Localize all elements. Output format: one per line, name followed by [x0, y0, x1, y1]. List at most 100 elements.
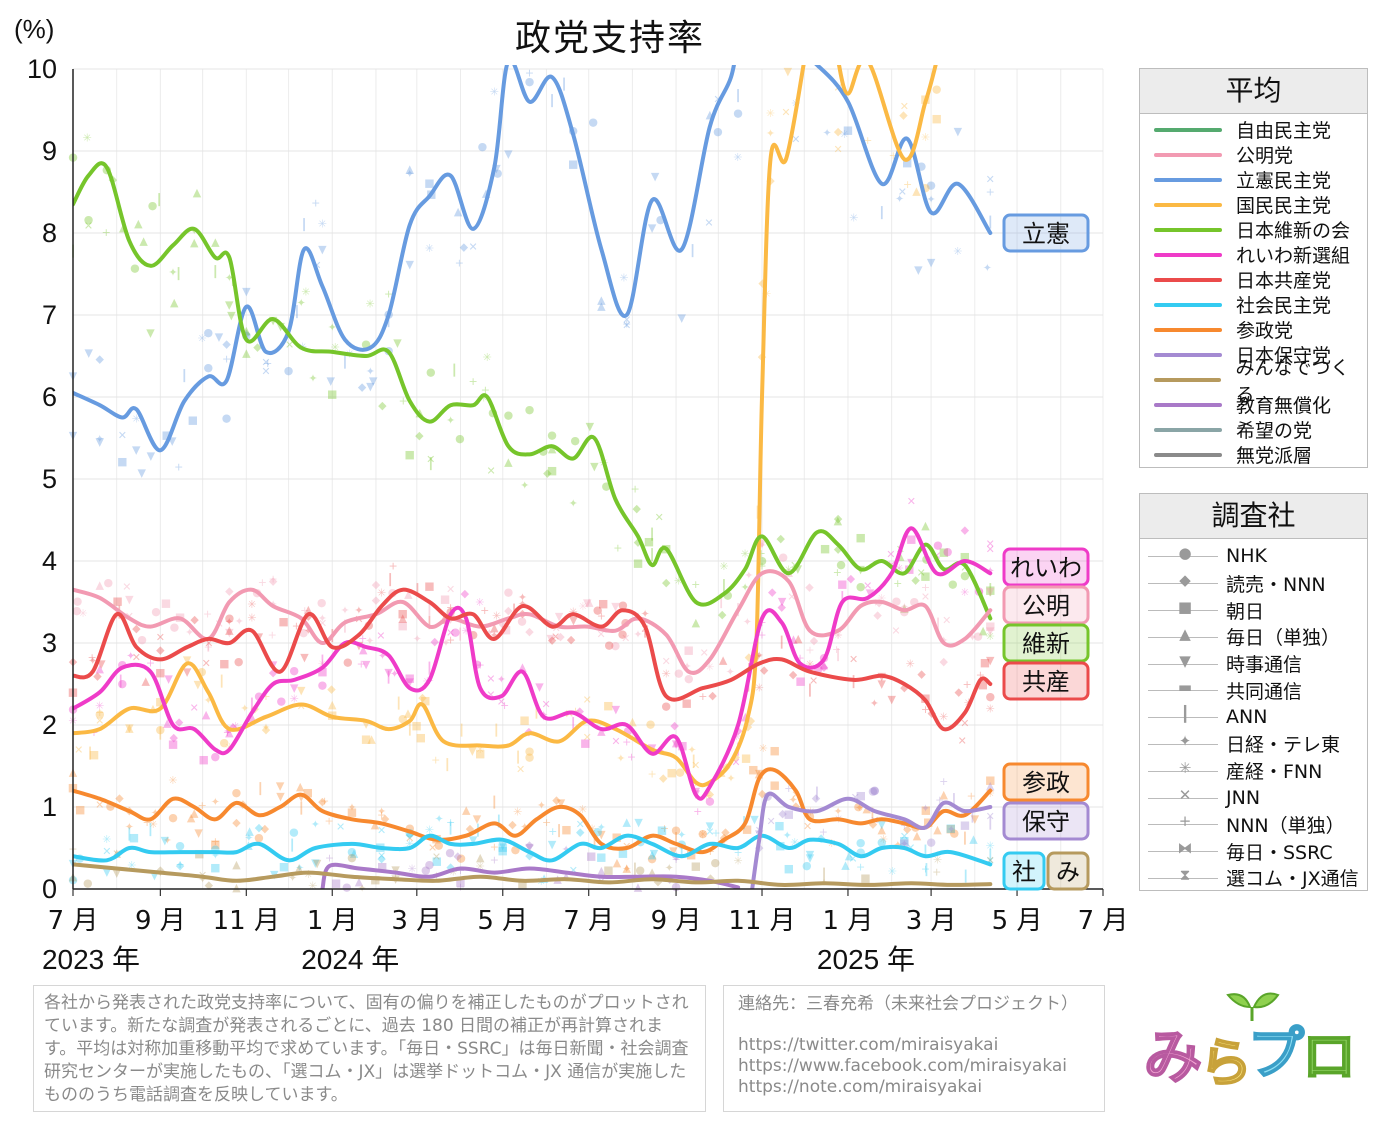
- poll-point: ●: [805, 810, 815, 823]
- poll-point: ┃: [319, 654, 326, 668]
- poll-point: ▲: [406, 162, 415, 175]
- poll-point: ✕: [432, 850, 441, 863]
- poll-point: ✕: [261, 365, 270, 378]
- poll-point: ┃: [457, 627, 464, 641]
- poll-point: +: [143, 816, 152, 829]
- poll-point: ┃: [444, 757, 451, 771]
- poll-point: ✳: [740, 547, 749, 560]
- legend-item-muto: 無党派層: [1140, 442, 1367, 467]
- poll-point: +: [481, 384, 490, 397]
- poll-point: ▼: [583, 596, 592, 609]
- poll-point: ┃: [570, 716, 577, 730]
- pollster-label: 日経・テレ東: [1226, 734, 1341, 757]
- poll-point: ✕: [377, 824, 386, 837]
- poll-point: +: [757, 629, 766, 642]
- poll-point: ✦: [633, 628, 642, 641]
- poll-point: ■: [899, 834, 909, 847]
- poll-point: ┃: [205, 638, 212, 652]
- poll-point: ┃: [426, 661, 433, 675]
- legend-swatch: [1154, 452, 1222, 457]
- poll-point: ■: [856, 789, 866, 802]
- pollster-item: ● NHK: [1140, 543, 1367, 570]
- poll-point: ●: [870, 784, 880, 797]
- poll-point: ▼: [96, 436, 105, 449]
- poll-point: ▼: [492, 162, 501, 175]
- poll-point: ▼: [706, 820, 715, 833]
- poll-point: ✕: [132, 651, 141, 664]
- poll-point: ◆: [708, 689, 717, 702]
- poll-point: ✳: [719, 560, 728, 573]
- poll-point: ▼: [132, 444, 141, 457]
- poll-point: ■: [980, 656, 990, 669]
- pollster-item: ▬ 共同通信: [1140, 677, 1367, 704]
- poll-point: ┃: [147, 823, 154, 837]
- end-label-text: 参政: [1022, 769, 1070, 797]
- poll-point: ◆: [900, 681, 909, 694]
- poll-point: +: [203, 607, 212, 620]
- poll-point: ┃: [922, 844, 929, 858]
- poll-point: ●: [661, 699, 671, 712]
- poll-point: ■: [586, 849, 596, 862]
- poll-point: ✕: [986, 538, 995, 551]
- poll-point: ✳: [95, 700, 104, 713]
- poll-point: ┃: [385, 670, 392, 684]
- poll-point: ●: [836, 558, 846, 571]
- poll-point: ◆: [93, 670, 102, 683]
- poll-point: ✳: [906, 657, 915, 670]
- poll-point: ▲: [979, 624, 988, 637]
- poll-point: ●: [347, 851, 357, 864]
- poll-point: ┃: [689, 243, 696, 257]
- poll-point: ●: [347, 845, 357, 858]
- poll-point: ◆: [372, 593, 381, 606]
- poll-point: ✦: [743, 615, 752, 628]
- poll-point: ■: [188, 413, 198, 426]
- poll-point: +: [261, 690, 270, 703]
- poll-point: ◆: [961, 523, 970, 536]
- poll-point: ▼: [611, 600, 620, 613]
- poll-point: ■: [837, 577, 847, 590]
- poll-point: ◆: [662, 576, 671, 589]
- poll-point: +: [480, 604, 489, 617]
- poll-point: ◆: [415, 429, 424, 442]
- poll-point: ◆: [747, 714, 756, 727]
- poll-point: ✦: [297, 297, 306, 310]
- poll-point: ✕: [583, 731, 592, 744]
- x-tick-label: 5 月: [992, 906, 1043, 936]
- poll-point: ▲: [242, 324, 251, 337]
- poll-point: ▼: [168, 434, 177, 447]
- poll-point: ✦: [125, 821, 134, 834]
- poll-point: ■: [946, 822, 956, 835]
- poll-point: +: [660, 822, 669, 835]
- legend-swatch: [1154, 427, 1222, 432]
- legend-item-label: 日本維新の会: [1236, 220, 1351, 242]
- contact-link-note[interactable]: https://note.com/miraisyakai: [738, 1077, 983, 1097]
- poll-point: ◆: [670, 719, 679, 732]
- poll-point: ✕: [809, 674, 818, 687]
- poll-point: ┃: [426, 616, 433, 630]
- poll-point: ◆: [834, 542, 843, 555]
- poll-point: ✦: [347, 801, 356, 814]
- poll-point: ▼: [161, 834, 170, 847]
- poll-point: ■: [820, 542, 830, 555]
- poll-point: ✦: [687, 743, 696, 756]
- poll-point: ✦: [198, 873, 207, 886]
- poll-point: +: [698, 690, 707, 703]
- poll-point: ●: [118, 658, 128, 671]
- x-tick-label: 7 月: [563, 906, 614, 936]
- poll-point: ▲: [225, 726, 234, 739]
- poll-point: +: [856, 860, 865, 873]
- poll-point: ┃: [218, 674, 225, 688]
- poll-point: ■: [902, 156, 912, 169]
- poll-point: ✕: [705, 825, 714, 838]
- contact-link-facebook[interactable]: https://www.facebook.com/miraisyakai: [738, 1056, 1068, 1076]
- poll-point: ◆: [377, 852, 386, 865]
- contact-link-twitter[interactable]: https://twitter.com/miraisyakai: [738, 1035, 999, 1055]
- poll-point: +: [622, 735, 631, 748]
- poll-point: ▲: [623, 816, 632, 829]
- poll-point: ┃: [556, 824, 563, 838]
- poll-point: ▲: [504, 455, 513, 468]
- poll-point: ✳: [569, 605, 578, 618]
- poll-point: ▼: [784, 65, 793, 78]
- end-label-sansei: 参政: [1002, 762, 1090, 802]
- poll-point: +: [223, 726, 232, 739]
